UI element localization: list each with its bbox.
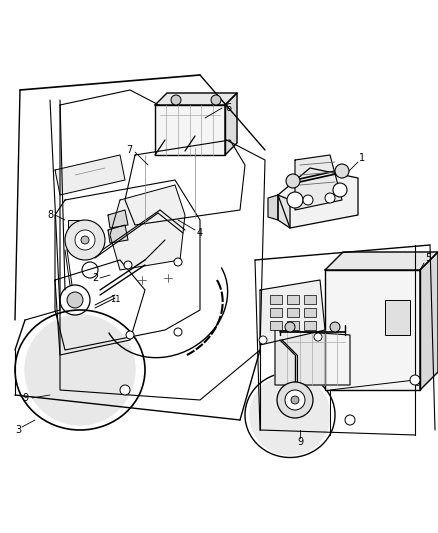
Text: 2: 2 — [92, 273, 98, 283]
Circle shape — [285, 322, 295, 332]
Text: 11: 11 — [110, 295, 120, 304]
Circle shape — [171, 95, 181, 105]
Circle shape — [120, 385, 130, 395]
Bar — [304, 321, 316, 330]
Circle shape — [335, 164, 349, 178]
Circle shape — [259, 336, 267, 344]
Polygon shape — [108, 210, 128, 228]
Polygon shape — [295, 155, 342, 210]
Text: 6: 6 — [225, 103, 231, 113]
Polygon shape — [325, 252, 438, 270]
Bar — [304, 308, 316, 317]
Circle shape — [277, 382, 313, 418]
Text: 4: 4 — [197, 228, 203, 238]
Circle shape — [126, 331, 134, 339]
Circle shape — [333, 183, 347, 197]
Circle shape — [410, 375, 420, 385]
Circle shape — [25, 315, 135, 425]
Bar — [385, 300, 410, 335]
Circle shape — [303, 195, 313, 205]
Circle shape — [314, 333, 322, 341]
Polygon shape — [268, 195, 278, 220]
Circle shape — [124, 261, 132, 269]
Circle shape — [174, 328, 182, 336]
Circle shape — [65, 220, 105, 260]
Polygon shape — [420, 252, 438, 390]
Circle shape — [325, 193, 335, 203]
Polygon shape — [55, 155, 125, 195]
Text: 5: 5 — [425, 253, 431, 263]
Polygon shape — [110, 185, 185, 270]
Bar — [287, 295, 299, 304]
Text: 9: 9 — [297, 437, 303, 447]
Bar — [270, 321, 282, 330]
Text: 7: 7 — [126, 145, 132, 155]
Bar — [155, 105, 225, 155]
Bar — [325, 270, 420, 390]
Circle shape — [250, 375, 330, 455]
Circle shape — [81, 236, 89, 244]
Circle shape — [330, 322, 340, 332]
Bar — [68, 220, 83, 232]
Bar — [287, 321, 299, 330]
Polygon shape — [275, 330, 350, 385]
Text: 8: 8 — [414, 379, 420, 389]
Text: 1: 1 — [359, 153, 365, 163]
Circle shape — [285, 390, 305, 410]
Circle shape — [211, 95, 221, 105]
Circle shape — [287, 192, 303, 208]
Circle shape — [291, 396, 299, 404]
Polygon shape — [260, 280, 325, 345]
Bar — [270, 295, 282, 304]
Circle shape — [67, 292, 83, 308]
Polygon shape — [155, 93, 237, 105]
Circle shape — [75, 230, 95, 250]
Circle shape — [345, 415, 355, 425]
Polygon shape — [278, 168, 358, 228]
Text: 3: 3 — [15, 425, 21, 435]
Bar — [270, 308, 282, 317]
Circle shape — [174, 258, 182, 266]
Text: 9: 9 — [22, 393, 28, 403]
Polygon shape — [225, 93, 237, 155]
Bar — [287, 308, 299, 317]
Text: 8: 8 — [47, 210, 53, 220]
Polygon shape — [278, 195, 290, 228]
Circle shape — [286, 174, 300, 188]
Bar — [304, 295, 316, 304]
Polygon shape — [108, 225, 128, 243]
